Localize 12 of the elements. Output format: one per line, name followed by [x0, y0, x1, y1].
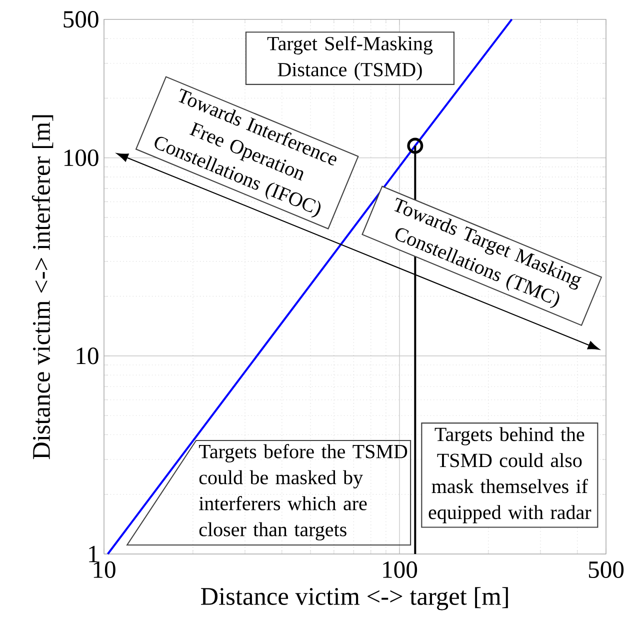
x-axis-title: Distance victim <-> target [m] — [200, 587, 508, 610]
y-tick-label: 500 — [64, 10, 98, 28]
x-tick-label: 100 — [383, 561, 418, 578]
y-tick-label: 1 — [89, 546, 98, 562]
x-tick-label: 500 — [588, 561, 624, 578]
y-tick-label: 100 — [64, 149, 98, 166]
annotation: Target Self-Masking Distance (TSMD) — [267, 36, 433, 80]
y-tick-label: 10 — [76, 348, 98, 364]
x-tick-label: 10 — [94, 561, 116, 578]
annotation: Targets before the TSMD could be masked by interferers which are closer than targets — [198, 444, 408, 540]
y-axis-title: Distance victim <-> interferer [m] — [32, 115, 54, 460]
annotation: Targets behind the TSMD could also mask themselves if equipped with radar — [428, 427, 592, 524]
